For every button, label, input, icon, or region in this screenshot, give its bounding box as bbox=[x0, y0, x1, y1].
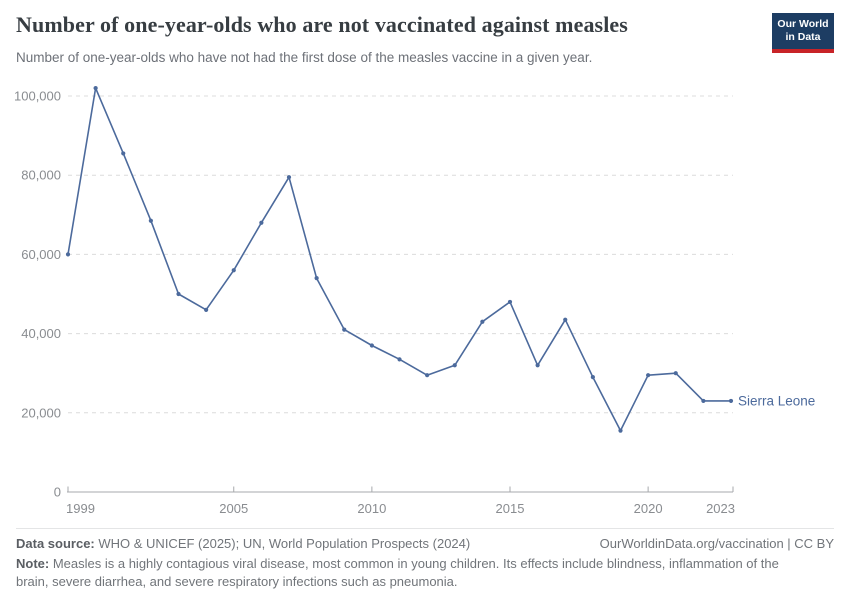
x-tick-label: 2010 bbox=[357, 501, 386, 516]
data-point bbox=[397, 357, 402, 362]
data-point bbox=[563, 317, 568, 322]
footer-divider bbox=[16, 528, 834, 529]
data-point bbox=[369, 343, 374, 348]
data-source-text: WHO & UNICEF (2025); UN, World Populatio… bbox=[98, 536, 471, 551]
data-point bbox=[507, 299, 513, 305]
data-point bbox=[65, 252, 71, 257]
data-point bbox=[535, 363, 540, 368]
y-tick-label: 0 bbox=[54, 485, 61, 500]
data-point bbox=[286, 175, 292, 180]
data-point bbox=[148, 218, 153, 223]
data-point bbox=[314, 276, 319, 281]
data-point bbox=[618, 428, 623, 433]
data-point bbox=[342, 327, 347, 332]
x-tick-label: 2023 bbox=[706, 501, 735, 516]
data-source: Data source: WHO & UNICEF (2025); UN, Wo… bbox=[16, 536, 470, 551]
data-point bbox=[590, 375, 595, 380]
page-title: Number of one-year-olds who are not vacc… bbox=[16, 12, 628, 37]
x-tick-label: 2005 bbox=[219, 501, 248, 516]
owid-logo-line1: Our World bbox=[777, 18, 829, 30]
series-entity-label[interactable]: Sierra Leone bbox=[738, 393, 815, 408]
y-tick-label: 40,000 bbox=[21, 326, 61, 341]
data-point bbox=[480, 319, 485, 324]
y-tick-label: 100,000 bbox=[14, 89, 61, 104]
data-point bbox=[176, 291, 181, 297]
owid-logo-line2: in Data bbox=[785, 31, 821, 44]
note-text: Measles is a highly contagious viral dis… bbox=[16, 556, 779, 590]
data-source-label: Data source: bbox=[16, 536, 95, 551]
x-tick-label: 2020 bbox=[634, 501, 663, 516]
series-line bbox=[67, 87, 732, 432]
y-tick-label: 20,000 bbox=[21, 405, 61, 420]
data-point bbox=[452, 363, 457, 368]
chart-note: Note: Measles is a highly contagious vir… bbox=[16, 555, 808, 592]
data-point bbox=[425, 373, 430, 378]
data-point bbox=[673, 371, 678, 376]
owid-logo[interactable]: Our World in Data bbox=[772, 13, 834, 54]
data-point bbox=[93, 85, 98, 91]
chart-subtitle: Number of one-year-olds who have not had… bbox=[16, 50, 593, 65]
data-point bbox=[231, 268, 236, 273]
note-label: Note: bbox=[16, 556, 50, 571]
x-tick-label: 2015 bbox=[496, 501, 525, 516]
data-point bbox=[121, 151, 126, 156]
credit-link[interactable]: OurWorldinData.org/vaccination | CC BY bbox=[599, 536, 834, 551]
data-point bbox=[646, 373, 651, 378]
data-point bbox=[728, 398, 734, 404]
y-tick-label: 60,000 bbox=[21, 247, 61, 262]
y-tick-label: 80,000 bbox=[21, 168, 61, 183]
data-point bbox=[204, 307, 209, 312]
data-point bbox=[701, 398, 706, 404]
data-point bbox=[259, 220, 264, 225]
x-tick-label: 1999 bbox=[66, 501, 95, 516]
